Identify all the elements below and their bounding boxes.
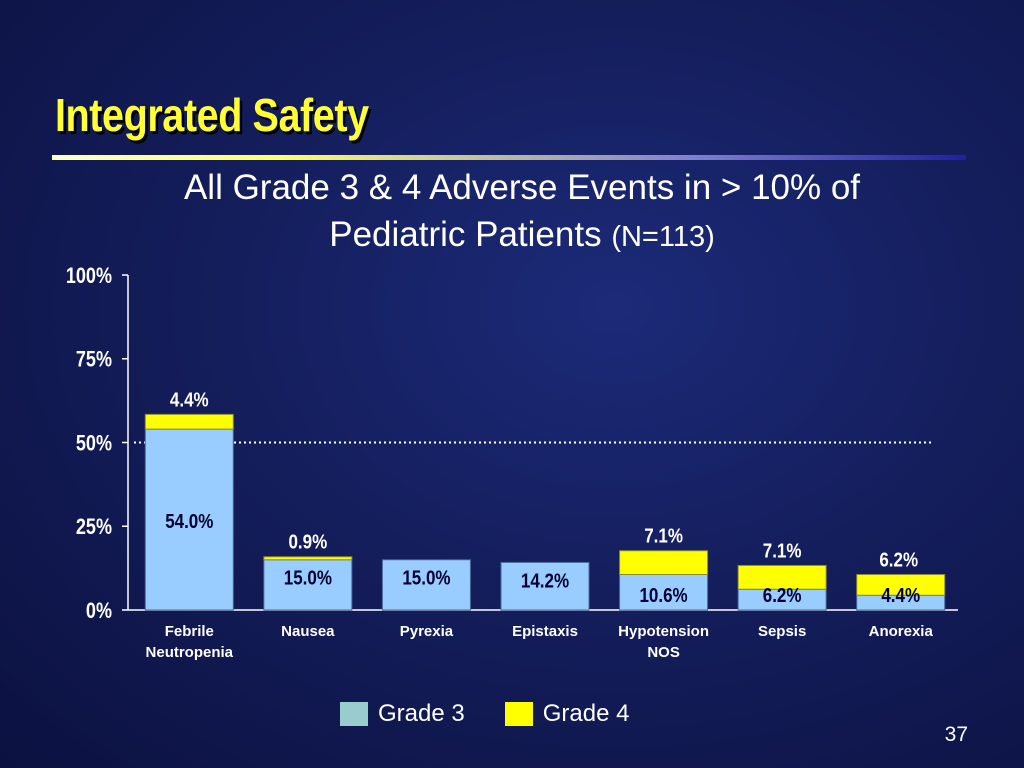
data-label-grade4: 0.9% [288, 530, 327, 553]
legend-label-grade3: Grade 3 [378, 700, 465, 727]
data-label-grade3: 15.0% [402, 566, 450, 589]
bar-grade4 [263, 556, 353, 561]
x-category-label: Nausea [281, 623, 335, 640]
x-category-label: Epistaxis [512, 623, 578, 640]
bar-grade3 [381, 559, 471, 611]
x-category-label: Neutropenia [146, 644, 234, 661]
x-category-label: Sepsis [758, 623, 806, 640]
data-label-grade3: 15.0% [284, 566, 332, 589]
chart-legend: Grade 3 Grade 4 [340, 700, 669, 728]
data-label-grade4: 6.2% [879, 548, 918, 571]
x-category-label: NOS [647, 644, 680, 661]
subtitle-n: (N=113) [611, 221, 715, 253]
bar-grade4 [737, 564, 827, 590]
bar-grade3 [144, 428, 234, 611]
legend-swatch-grade4 [504, 702, 533, 726]
x-category-label: Pyrexia [400, 623, 454, 640]
legend-swatch-grade3 [340, 702, 368, 726]
legend-item-grade3: Grade 3 [340, 700, 465, 728]
subtitle-text: Pediatric Patients [329, 215, 602, 254]
chart-subtitle-line2: Pediatric Patients (N=113) [0, 213, 1024, 259]
data-label-grade3: 14.2% [521, 569, 569, 592]
x-category-label: Anorexia [869, 623, 934, 640]
data-label-grade4: 7.1% [763, 539, 802, 562]
bar-grade4 [856, 573, 946, 596]
slide-title: Integrated Safety [55, 89, 369, 141]
y-tick-label: 0% [86, 599, 112, 623]
y-tick-label: 25% [76, 516, 112, 540]
legend-label-grade4: Grade 4 [542, 700, 630, 727]
page-number: 37 [944, 723, 968, 746]
y-tick-label: 75% [76, 348, 112, 372]
x-category-label: Febrile [165, 623, 214, 640]
y-tick-label: 50% [76, 432, 112, 456]
bar-grade4 [144, 413, 234, 430]
data-label-grade4: 4.4% [170, 388, 209, 411]
legend-item-grade4: Grade 4 [504, 700, 630, 728]
data-label-grade3: 54.0% [165, 510, 213, 533]
data-label-grade4: 7.1% [644, 524, 683, 547]
x-category-label: Hypotension [618, 623, 709, 640]
bar-grade4 [619, 550, 709, 575]
bar-grade3 [500, 561, 590, 611]
data-label-grade3: 10.6% [639, 584, 687, 607]
title-underline [52, 155, 966, 160]
bar-grade3 [263, 559, 353, 611]
y-tick-label: 100% [66, 264, 112, 288]
chart-subtitle-line1: All Grade 3 & 4 Adverse Events in > 10% … [183, 168, 861, 207]
data-label-grade3: 4.4% [881, 584, 920, 607]
data-label-grade3: 6.2% [763, 584, 802, 607]
